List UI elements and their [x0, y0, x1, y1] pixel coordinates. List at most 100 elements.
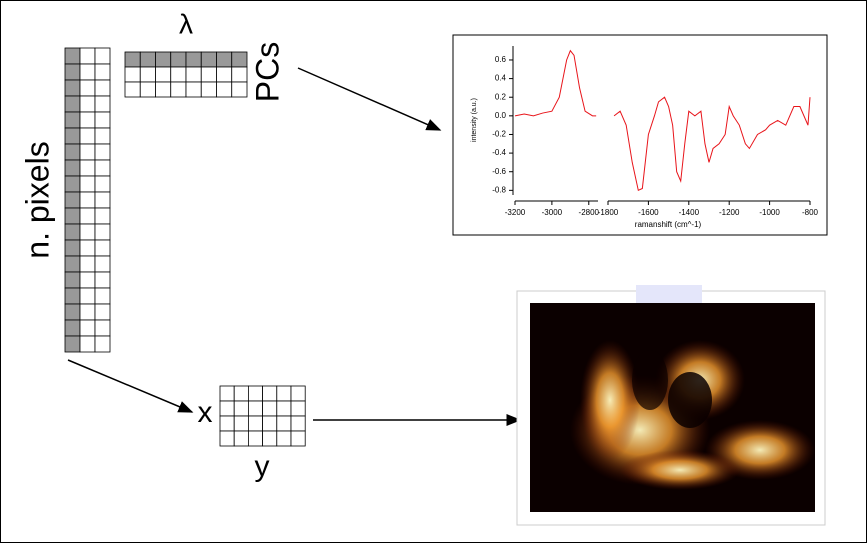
y-label: y [255, 450, 270, 483]
matrix-cell [186, 67, 201, 82]
x-tick-label: -3200 [505, 208, 526, 217]
matrix-cell [140, 52, 155, 67]
matrix-cell [217, 52, 232, 67]
matrix-cell [140, 82, 155, 97]
y-tick-label: 0.4 [495, 74, 507, 83]
matrix-cell [95, 336, 110, 352]
matrix-cell [80, 80, 95, 96]
matrix-cell [125, 67, 140, 82]
matrix-cell [232, 82, 247, 97]
matrix-cell [65, 48, 80, 64]
x-tick-label: -3000 [542, 208, 563, 217]
matrix-cell [95, 320, 110, 336]
matrix-cell [234, 416, 248, 431]
y-tick-label: 0.0 [495, 111, 507, 120]
matrix-cell [65, 160, 80, 176]
matrix-cell [234, 401, 248, 416]
matrix-cell [156, 82, 171, 97]
matrix-cell [201, 67, 216, 82]
matrix-cell [263, 431, 277, 446]
matrix-cell [95, 272, 110, 288]
matrix-cell [65, 208, 80, 224]
y-tick-label: -0.4 [492, 148, 506, 157]
diagram: λ PCs n. pixels x y 0.60.40.20.0-0.2-0.4… [0, 0, 867, 543]
matrix-cell [95, 112, 110, 128]
matrix-cell [95, 160, 110, 176]
y-axis-label: intensity (a.u.) [471, 98, 478, 142]
matrix-cell [125, 82, 140, 97]
matrix-cell [263, 386, 277, 401]
matrix-cell [80, 224, 95, 240]
matrix-cell [291, 431, 305, 446]
matrix-cell [277, 401, 291, 416]
matrix-cell [248, 401, 262, 416]
matrix-cell [186, 82, 201, 97]
matrix-cell [65, 288, 80, 304]
matrix-cell [80, 176, 95, 192]
matrix-cell [95, 208, 110, 224]
matrix-cell [65, 80, 80, 96]
matrix-cell [186, 52, 201, 67]
image-tab [636, 285, 702, 303]
matrix-cell [248, 386, 262, 401]
matrix-cell [232, 52, 247, 67]
matrix-cell [95, 304, 110, 320]
map-image [530, 303, 815, 512]
matrix-cell [217, 67, 232, 82]
matrix-cell [80, 304, 95, 320]
matrix-cell [291, 401, 305, 416]
matrix-cell [95, 64, 110, 80]
matrix-cell [95, 48, 110, 64]
matrix-cell [156, 52, 171, 67]
x-axis-label: ramanshift (cm^-1) [635, 220, 702, 229]
matrix-cell [65, 64, 80, 80]
matrix-cell [140, 67, 155, 82]
matrix-cell [220, 401, 234, 416]
matrix-cell [80, 320, 95, 336]
y-tick-label: 0.6 [495, 55, 507, 64]
matrix-cell [65, 240, 80, 256]
matrix-cell [220, 386, 234, 401]
matrix-cell [65, 272, 80, 288]
matrix-cell [80, 160, 95, 176]
matrix-cell [80, 272, 95, 288]
matrix-cell [95, 288, 110, 304]
x-label: x [198, 396, 213, 429]
x-tick-label: -1800 [598, 208, 619, 217]
matrix-cell [65, 176, 80, 192]
matrix-cell [80, 288, 95, 304]
pixels-label: n. pixels [19, 141, 55, 258]
matrix-cell [220, 416, 234, 431]
matrix-cell [217, 82, 232, 97]
matrix-cell [65, 256, 80, 272]
matrix-cell [80, 112, 95, 128]
matrix-cell [232, 67, 247, 82]
matrix-cell [171, 82, 186, 97]
matrix-cell [234, 431, 248, 446]
lambda-label: λ [179, 8, 193, 39]
x-tick-label: -1200 [719, 208, 740, 217]
matrix-cell [65, 144, 80, 160]
matrix-cell [80, 96, 95, 112]
matrix-cell [65, 336, 80, 352]
matrix-cell [80, 128, 95, 144]
matrix-cell [201, 52, 216, 67]
matrix-cell [95, 96, 110, 112]
matrix-cell [65, 224, 80, 240]
matrix-cell [95, 224, 110, 240]
x-tick-label: -1000 [759, 208, 780, 217]
matrix-cell [248, 416, 262, 431]
matrix-cell [95, 144, 110, 160]
matrix-cell [234, 386, 248, 401]
chart-box [453, 35, 827, 235]
y-tick-label: -0.8 [492, 185, 506, 194]
matrix-cell [65, 112, 80, 128]
pcs-label: PCs [249, 42, 285, 102]
x-tick-label: -1600 [638, 208, 659, 217]
matrix-cell [65, 128, 80, 144]
matrix-cell [277, 431, 291, 446]
matrix-cell [156, 67, 171, 82]
matrix-cell [220, 431, 234, 446]
matrix-cell [277, 416, 291, 431]
matrix-cell [80, 240, 95, 256]
